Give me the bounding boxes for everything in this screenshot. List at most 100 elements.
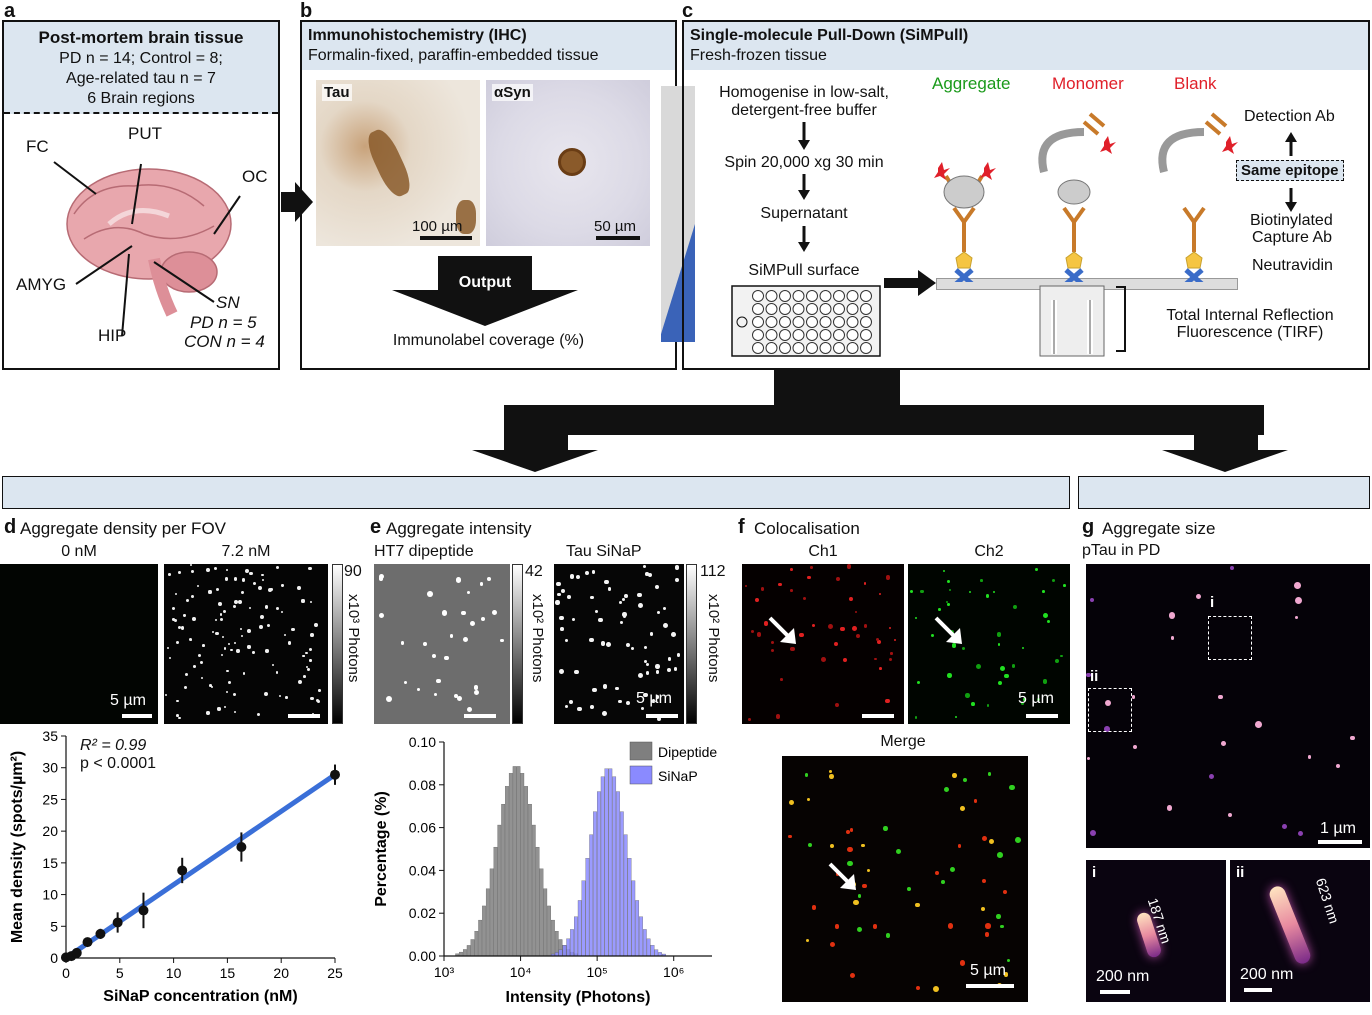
asyn-ihc-image: αSyn 50 µm xyxy=(486,80,650,246)
image-spot xyxy=(618,699,622,704)
image-spot xyxy=(998,681,1003,686)
e-histogram-bar xyxy=(489,868,494,957)
d-data-point xyxy=(138,905,149,916)
image-spot xyxy=(802,597,806,601)
image-spot xyxy=(210,685,214,689)
asyn-scale-text: 50 µm xyxy=(594,218,636,235)
image-spot xyxy=(807,843,812,848)
tau-scale-text: 100 µm xyxy=(412,218,463,235)
image-spot xyxy=(435,678,441,684)
image-spot xyxy=(644,659,648,664)
image-spot xyxy=(215,631,220,636)
image-spot xyxy=(197,584,200,587)
image-spot xyxy=(1003,972,1009,977)
image-spot xyxy=(308,567,312,571)
image-spot xyxy=(615,686,620,691)
e-histogram-bar xyxy=(539,868,544,957)
image-spot xyxy=(836,577,841,582)
image-spot xyxy=(174,592,177,595)
image-spot xyxy=(302,654,306,657)
g-scalebar xyxy=(1318,840,1362,844)
image-spot xyxy=(220,654,223,657)
plate-well xyxy=(779,342,791,354)
g-inset-ii-scale-text: 200 nm xyxy=(1240,966,1294,983)
image-spot xyxy=(598,617,603,623)
image-spot xyxy=(208,590,212,594)
detection-bar xyxy=(504,405,1264,435)
image-spot xyxy=(241,591,245,595)
plate-well xyxy=(792,316,805,328)
image-spot xyxy=(285,696,288,699)
image-spot xyxy=(261,573,264,577)
image-spot xyxy=(1166,805,1173,812)
g-inset-i: i 187 nm 200 nm xyxy=(1086,860,1226,1002)
image-spot xyxy=(202,644,205,647)
plate-well xyxy=(860,329,872,341)
g-inset-i-label: i xyxy=(1092,864,1097,881)
plate-well xyxy=(752,303,764,315)
image-spot xyxy=(971,702,975,706)
d-data-point xyxy=(330,769,340,780)
image-spot xyxy=(261,579,264,582)
panel-g-subtitle: pTau in PD xyxy=(1082,542,1161,559)
e-image-sinap: 5 µm xyxy=(554,564,684,724)
image-spot xyxy=(212,630,215,633)
image-spot xyxy=(602,711,608,716)
plate-well xyxy=(779,303,791,315)
image-spot xyxy=(847,860,853,867)
panel-g-title: Aggregate size xyxy=(1102,519,1216,538)
image-spot xyxy=(948,588,952,592)
image-spot xyxy=(174,618,178,622)
image-spot xyxy=(303,675,307,679)
label-tirf-1: Total Internal Reflection xyxy=(1166,307,1334,324)
image-spot xyxy=(852,625,858,631)
image-spot xyxy=(1209,774,1215,780)
image-spot xyxy=(846,564,852,569)
plate-well xyxy=(833,316,845,328)
f-merge-label: Merge xyxy=(880,733,926,750)
e-histogram-bar xyxy=(512,766,517,957)
image-spot xyxy=(569,700,574,705)
image-spot xyxy=(1011,664,1016,668)
plate-well xyxy=(846,316,859,328)
image-spot xyxy=(890,652,893,655)
image-spot xyxy=(641,707,645,711)
image-spot xyxy=(885,699,890,704)
image-spot xyxy=(673,667,677,671)
image-spot xyxy=(1004,673,1009,678)
image-spot xyxy=(222,610,226,614)
e-img2-label: Tau SiNaP xyxy=(566,543,642,560)
e-histogram-bar xyxy=(623,834,628,957)
e-histogram-bar xyxy=(589,834,594,957)
label-detection-ab: Detection Ab xyxy=(1244,108,1335,125)
image-spot xyxy=(386,695,393,702)
panel-letter-b: b xyxy=(300,0,313,22)
region-fc: FC xyxy=(26,137,49,156)
plate-well xyxy=(860,290,872,302)
d-y-tick-label: 0 xyxy=(50,950,58,966)
size-gradient-bar xyxy=(661,86,695,342)
g-inset-i-scalebar xyxy=(1100,990,1130,994)
e-histogram-bar xyxy=(543,888,548,957)
image-spot xyxy=(176,699,179,703)
image-spot xyxy=(829,774,834,779)
e-histogram-bar xyxy=(585,858,590,957)
image-spot xyxy=(987,772,992,776)
image-spot xyxy=(1034,567,1038,571)
image-spot xyxy=(572,618,576,622)
image-spot xyxy=(307,668,311,672)
image-spot xyxy=(168,573,171,576)
image-spot xyxy=(1042,679,1048,684)
image-spot xyxy=(655,694,660,699)
e-histogram-bar xyxy=(600,776,605,957)
d-x-tick-label: 15 xyxy=(220,965,236,981)
image-spot xyxy=(400,641,405,646)
e-histogram-bar xyxy=(520,773,525,957)
region-hip: HIP xyxy=(98,326,127,345)
image-spot xyxy=(290,627,295,632)
e-legend-label: Dipeptide xyxy=(658,744,717,760)
image-spot xyxy=(249,572,253,576)
image-spot xyxy=(589,705,594,710)
panel-c-title: Single-molecule Pull-Down (SiMPull) xyxy=(690,27,969,44)
panel-d-title: Aggregate density per FOV xyxy=(20,519,227,538)
